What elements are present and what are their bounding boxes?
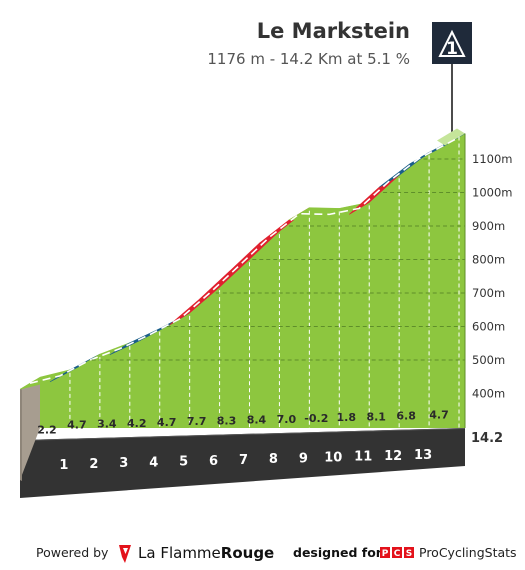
footer: Powered by La FlammeRouge designed for P… — [36, 544, 517, 563]
pcs-letter-c: C — [394, 549, 401, 559]
pcs-badge-p — [380, 547, 390, 558]
profile-top-ribbon — [19, 128, 466, 390]
profile-summit-cap — [437, 128, 465, 146]
climb-title: Le Markstein — [257, 19, 410, 43]
pcs-letter-p: P — [382, 549, 389, 559]
category-number: 1 — [446, 39, 458, 59]
profile-front-face — [40, 133, 465, 429]
profile-left-side — [20, 377, 40, 480]
km-label-5: 5 — [179, 455, 188, 470]
procyclingstats-label: ProCyclingStats — [419, 545, 517, 560]
gradient-label-km-6: 7.7 — [187, 415, 207, 428]
gradient-label-km-14: 4.7 — [429, 409, 449, 422]
y-tick-label-500: 500m — [472, 353, 505, 367]
y-tick-label-400: 400m — [472, 387, 505, 401]
km-label-10: 10 — [324, 451, 342, 466]
y-tick-label-800: 800m — [472, 253, 505, 267]
profile-left-edge — [20, 389, 22, 481]
profile-centre-line — [29, 138, 456, 384]
flamme-rouge-brand: La FlammeRouge — [138, 544, 274, 562]
km-label-2: 2 — [89, 457, 98, 472]
gradient-label-km-9: 7.0 — [277, 413, 297, 426]
km-label-12: 12 — [384, 449, 402, 464]
gradient-label-km-5: 4.7 — [157, 416, 177, 429]
pcs-badge-s — [404, 547, 414, 558]
km-label-13: 13 — [414, 448, 432, 463]
designed-for-label: designed for — [293, 545, 383, 560]
km-label-11: 11 — [354, 450, 372, 465]
brand-flamme: Flamme — [160, 544, 220, 562]
category-marker: 1 — [432, 22, 472, 136]
pcs-letter-s: S — [406, 549, 412, 559]
y-axis: 400m 500m 600m 700m 800m 900m 1000m 1100m — [472, 152, 512, 401]
km-label-1: 1 — [59, 458, 68, 473]
gradient-label-km-1: 2.2 — [37, 423, 57, 436]
profile-base-edge — [20, 428, 465, 441]
y-tick-label-900: 900m — [472, 219, 505, 233]
profile-gridlines — [69, 133, 466, 428]
pcs-badge-icon: P C S — [380, 547, 414, 559]
profile-base-slab — [20, 428, 465, 498]
triangle-icon — [438, 29, 466, 57]
powered-by-label: Powered by — [36, 545, 109, 560]
km-label-4: 4 — [149, 455, 158, 470]
flamme-rouge-logo-notch-icon — [123, 548, 128, 554]
pcs-badge-c — [392, 547, 402, 558]
y-tick-label-1100: 1100m — [472, 152, 512, 166]
km-label-8: 8 — [269, 452, 278, 467]
brand-rouge: Rouge — [221, 544, 274, 562]
profile-base — [20, 377, 465, 498]
gradient-label-km-3: 3.4 — [97, 418, 117, 431]
gradient-label-km-11: 1.8 — [337, 411, 357, 424]
gradient-label-km-4: 4.2 — [127, 417, 147, 430]
km-label-3: 3 — [119, 456, 128, 471]
y-tick-label-600: 600m — [472, 320, 505, 334]
gradient-label-km-12: 8.1 — [366, 410, 386, 423]
km-label-9: 9 — [299, 451, 308, 466]
gradient-label-km-2: 4.7 — [67, 418, 87, 431]
km-label-7: 7 — [239, 453, 248, 468]
gradient-label-km-13: 6.8 — [396, 410, 416, 423]
total-distance-label: 14.2 — [471, 431, 503, 446]
climb-summary: 1176 m - 14.2 Km at 5.1 % — [207, 50, 410, 68]
km-label-6: 6 — [209, 454, 218, 469]
y-tick-label-1000: 1000m — [472, 186, 512, 200]
gradient-label-km-7: 8.3 — [217, 414, 237, 427]
profile-labels: 2.2 4.7 3.4 4.2 4.7 7.7 8.3 8.4 7.0 -0.2 1.8 8.1 6.8… — [37, 409, 503, 473]
profile-front-area — [40, 133, 465, 429]
y-tick-label-700: 700m — [472, 286, 505, 300]
brand-la: La — [138, 544, 160, 562]
gradient-label-km-8: 8.4 — [247, 414, 267, 427]
gradient-label-km-10: -0.2 — [304, 412, 328, 425]
flamme-rouge-logo-icon — [119, 545, 131, 563]
